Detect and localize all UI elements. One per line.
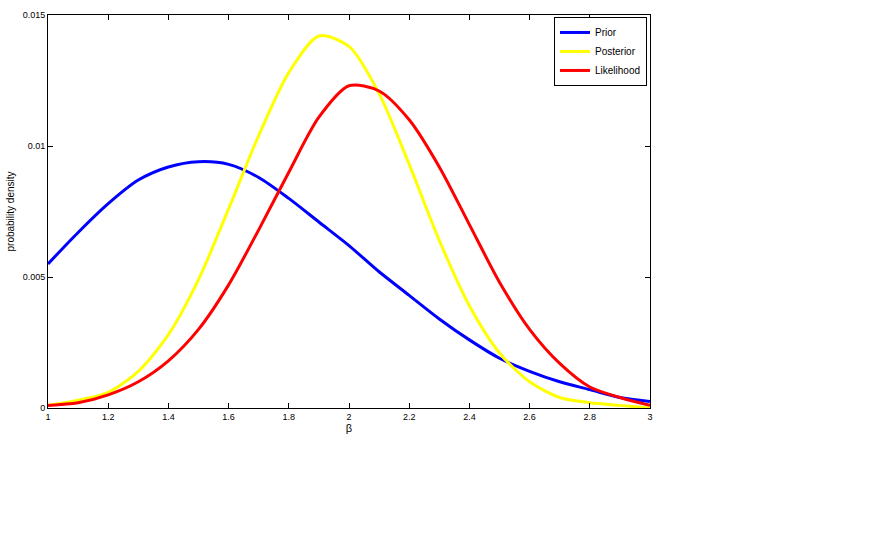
svg-text:2.8: 2.8	[584, 412, 597, 422]
svg-text:3: 3	[647, 412, 652, 422]
svg-text:0.005: 0.005	[23, 272, 46, 282]
svg-text:0: 0	[40, 403, 45, 413]
svg-text:2.6: 2.6	[523, 412, 536, 422]
svg-text:0.015: 0.015	[23, 10, 46, 20]
svg-text:1.4: 1.4	[162, 412, 175, 422]
svg-text:Prior: Prior	[595, 27, 617, 38]
svg-text:Likelihood: Likelihood	[595, 65, 640, 76]
svg-text:1.6: 1.6	[222, 412, 235, 422]
svg-text:1.2: 1.2	[102, 412, 115, 422]
svg-text:β: β	[346, 422, 352, 434]
svg-text:Posterior: Posterior	[595, 46, 636, 57]
svg-text:2.4: 2.4	[463, 412, 476, 422]
svg-text:probability density: probability density	[5, 171, 16, 251]
svg-text:1: 1	[45, 412, 50, 422]
svg-text:2.2: 2.2	[403, 412, 416, 422]
svg-text:0.01: 0.01	[28, 141, 46, 151]
svg-text:2: 2	[346, 412, 351, 422]
svg-text:1.8: 1.8	[283, 412, 296, 422]
